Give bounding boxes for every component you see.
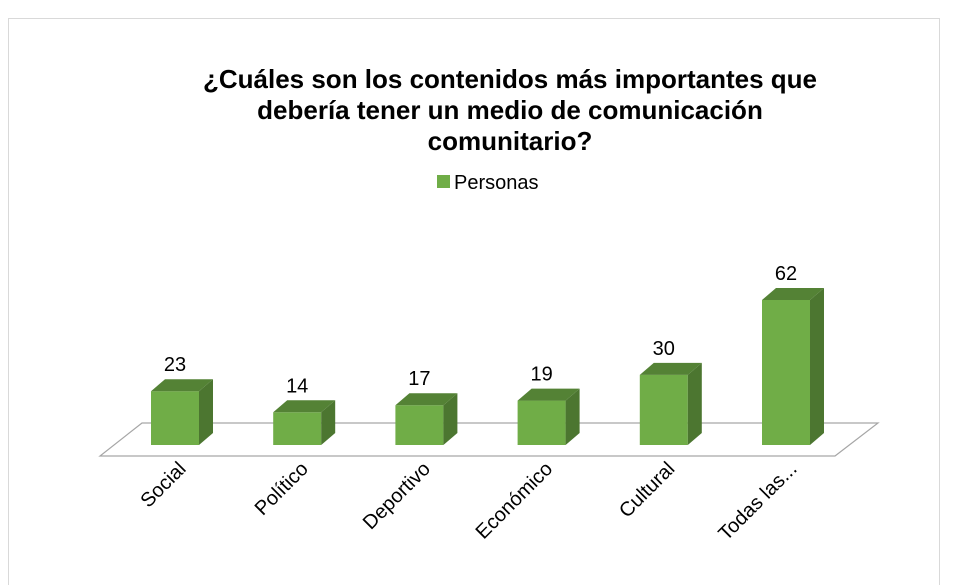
bar-side: [443, 393, 458, 445]
value-label: 14: [286, 375, 308, 397]
bar-side: [687, 362, 702, 445]
bar: [639, 362, 702, 445]
bar-side: [810, 288, 824, 445]
bar: [151, 379, 213, 445]
value-label: 19: [530, 364, 552, 386]
value-label: 62: [775, 263, 797, 285]
bar-top: [762, 288, 824, 300]
bar-top: [151, 379, 213, 392]
chart-title: ¿Cuáles son los contenidos más important…: [203, 64, 817, 156]
bar: [395, 393, 458, 445]
floor: [98, 422, 880, 457]
bar: [762, 288, 824, 445]
legend-swatch: [437, 175, 450, 188]
bar: [517, 388, 580, 445]
bar-front: [395, 405, 444, 445]
legend-label: Personas: [454, 172, 539, 194]
bar-front: [762, 300, 810, 445]
bar-side: [199, 379, 213, 445]
bar-side: [321, 400, 336, 445]
bar-front: [273, 412, 322, 445]
bar-top: [639, 362, 702, 375]
value-label: 23: [164, 354, 186, 376]
bar-side: [565, 388, 580, 445]
value-label: 17: [408, 368, 430, 390]
bar-top: [395, 393, 458, 406]
bar-front: [151, 391, 199, 445]
bar-front: [639, 374, 688, 445]
bar-front: [517, 400, 566, 445]
bar: [273, 400, 336, 445]
bar-top: [517, 388, 580, 401]
bar-top: [273, 400, 336, 413]
value-label: 30: [653, 338, 675, 360]
